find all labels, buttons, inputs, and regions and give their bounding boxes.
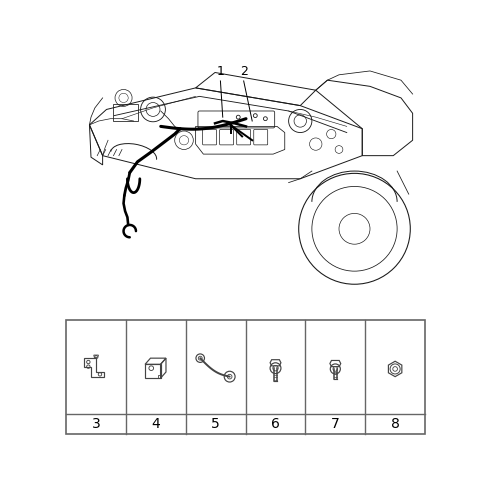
Bar (113, 104, 137, 121)
Text: 1: 1 (216, 65, 224, 78)
Text: 8: 8 (391, 417, 399, 431)
Bar (66, 320, 425, 435)
Text: 7: 7 (331, 417, 340, 431)
Text: 3: 3 (92, 417, 100, 431)
Text: 5: 5 (211, 417, 220, 431)
Text: 4: 4 (152, 417, 160, 431)
Text: 2: 2 (240, 65, 248, 78)
Text: 6: 6 (271, 417, 280, 431)
Bar (145, 364, 160, 378)
